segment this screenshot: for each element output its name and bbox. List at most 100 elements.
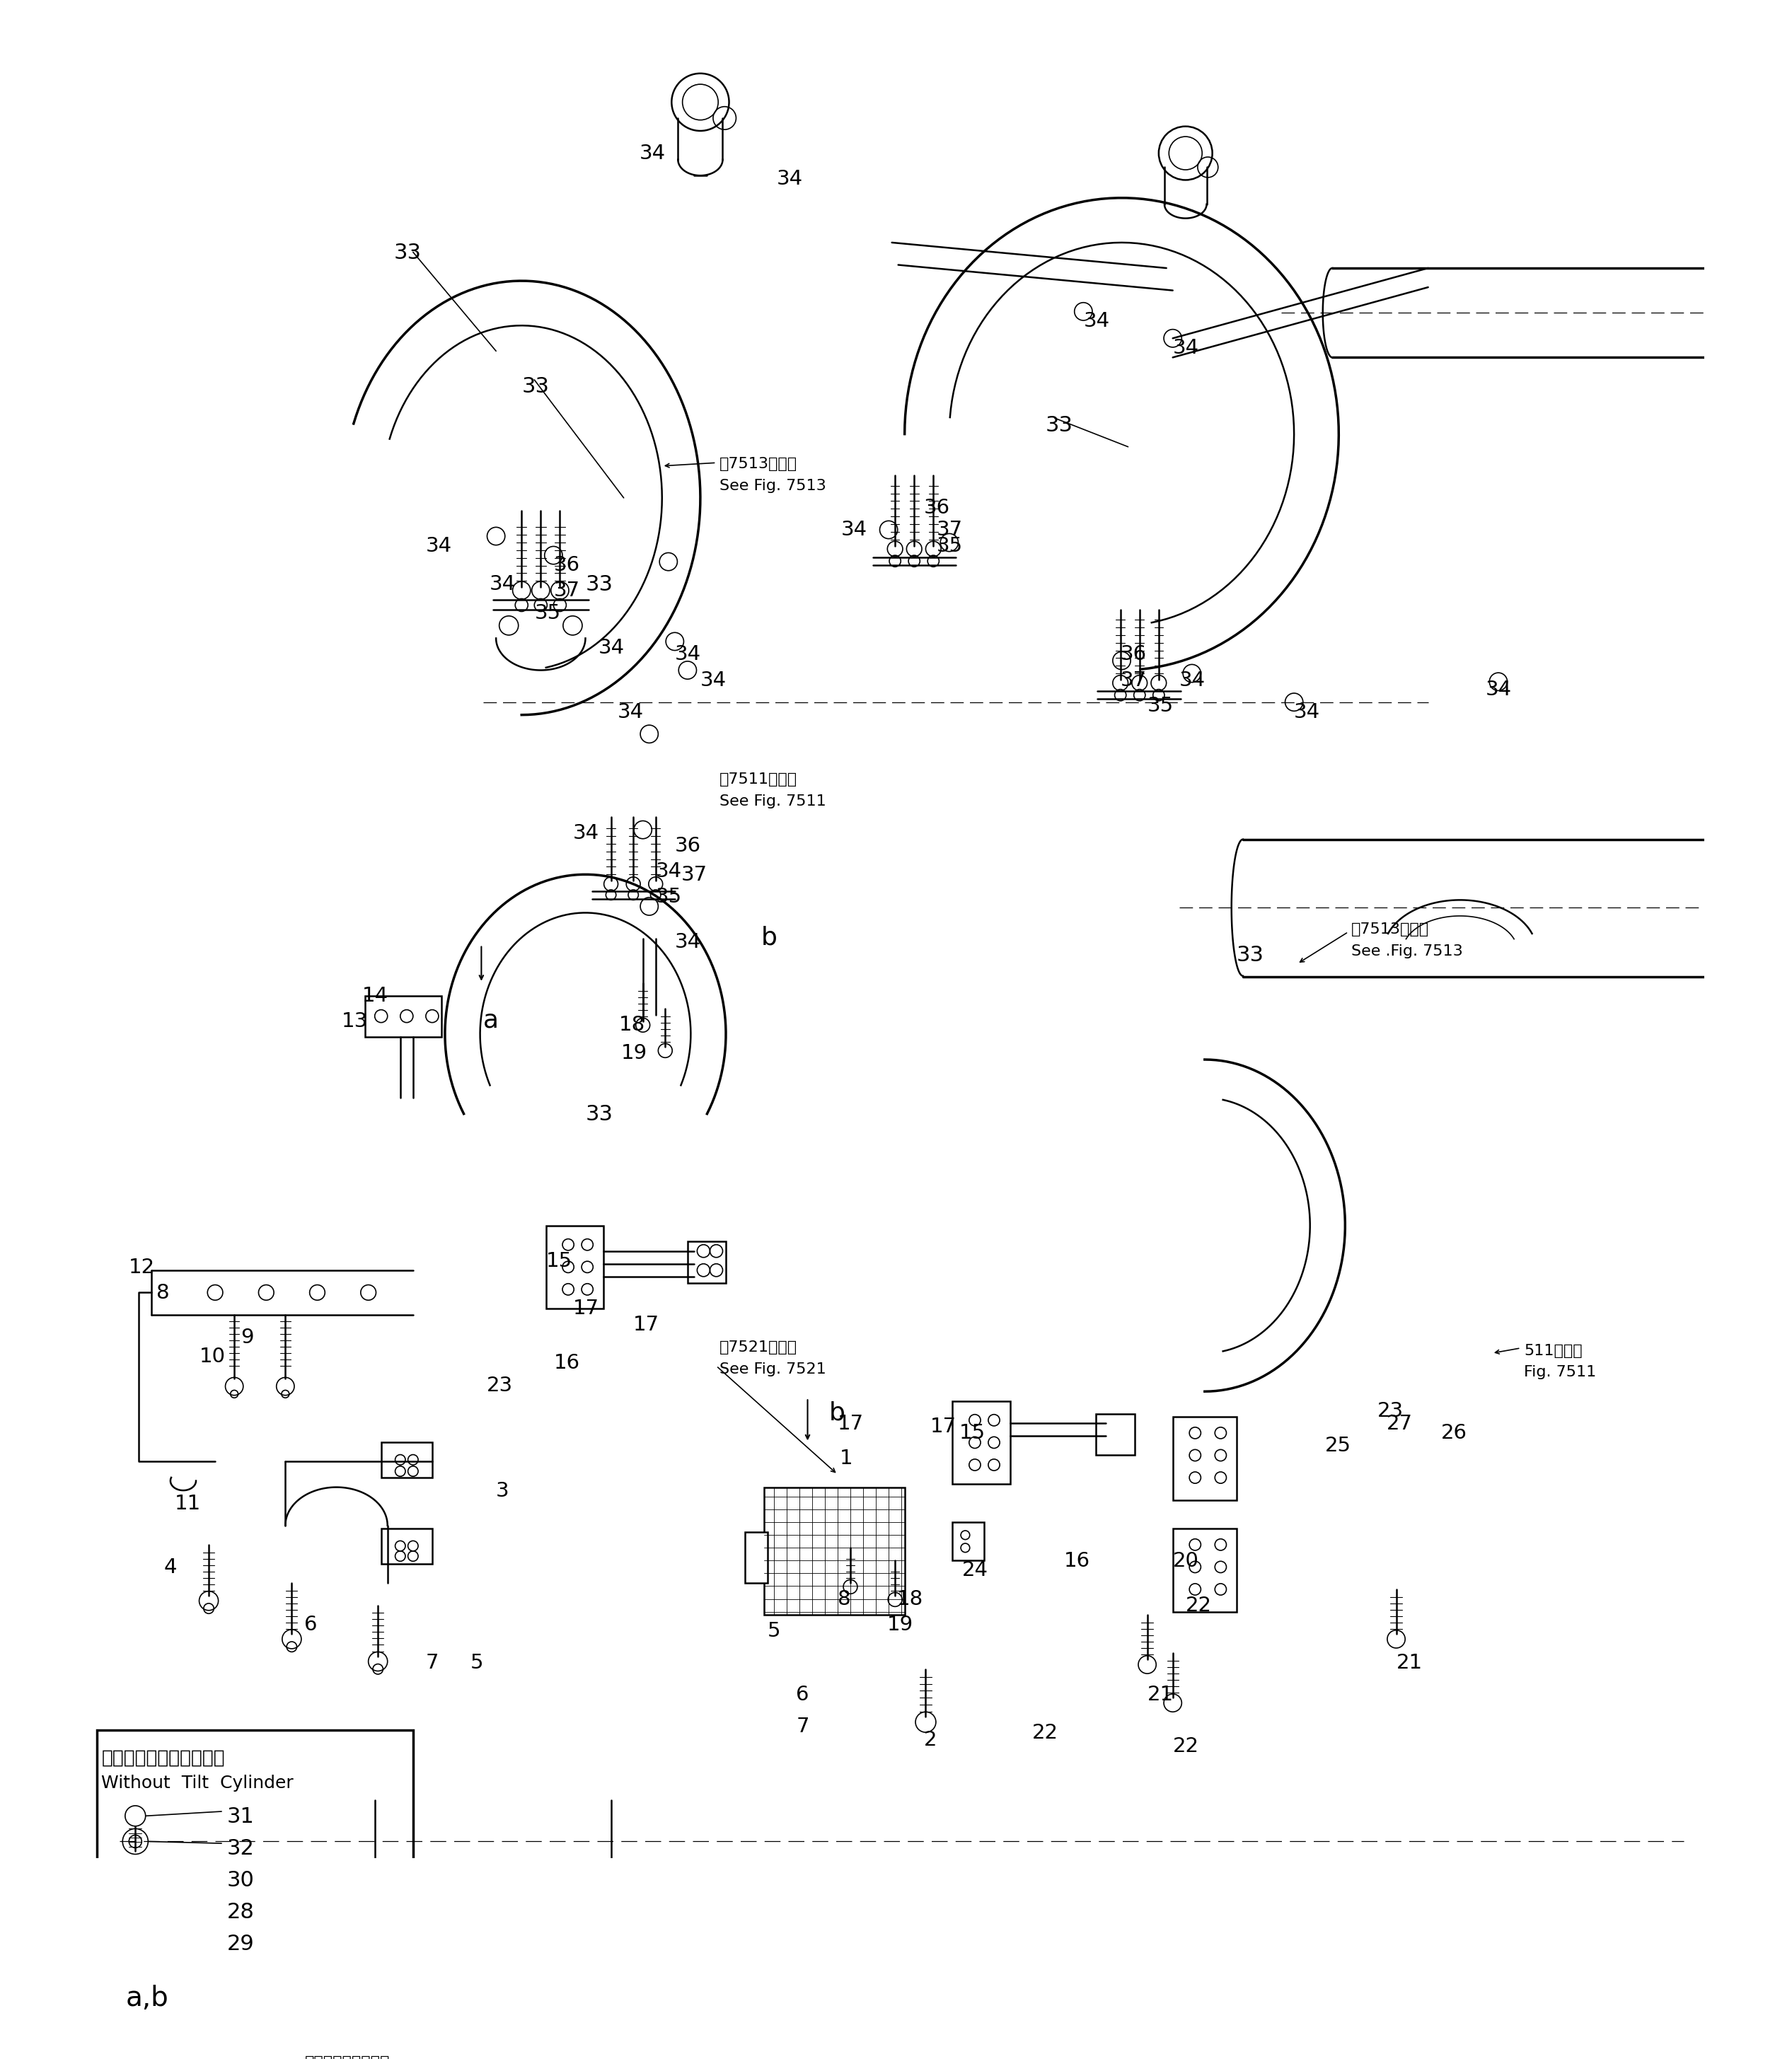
Bar [688,1242,726,1283]
Text: 13: 13 [342,1011,367,1032]
Text: 3: 3 [496,1480,509,1501]
Text: 10: 10 [199,1347,226,1367]
Text: 6: 6 [305,1614,317,1635]
Text: 36: 36 [1120,644,1147,665]
Text: 27: 27 [1387,1415,1412,1433]
Text: 33: 33 [1045,414,1073,434]
Text: 18: 18 [898,1590,923,1610]
Bar [366,997,443,1038]
Text: チルトシリンダ未装着時: チルトシリンダ未装着時 [102,1748,226,1767]
Text: 34: 34 [1486,679,1512,700]
Text: 34: 34 [640,144,667,163]
Text: See Fig. 7521: See Fig. 7521 [719,1363,826,1375]
Text: 11: 11 [174,1493,201,1513]
Text: 34: 34 [616,702,643,723]
Bar [953,1522,984,1561]
Text: 9: 9 [240,1328,254,1347]
Text: 8: 8 [156,1283,170,1303]
Text: 12: 12 [129,1258,156,1277]
Text: a: a [484,1009,498,1032]
Text: 17: 17 [930,1417,957,1437]
Text: 37: 37 [937,521,962,539]
Text: 23: 23 [1376,1400,1403,1421]
Text: 21: 21 [1147,1684,1174,1705]
Text: See Fig. 7513: See Fig. 7513 [719,478,826,492]
Text: 33: 33 [586,574,613,595]
Text: 8: 8 [837,1590,851,1610]
Text: 35: 35 [937,535,962,556]
Text: ステアリングケース: ステアリングケース [305,2055,389,2059]
Text: 34: 34 [778,169,803,189]
Text: 15: 15 [959,1423,986,1443]
Text: 18: 18 [618,1015,645,1036]
Text: 17: 17 [633,1316,659,1334]
Text: 第7513図参照: 第7513図参照 [1351,922,1430,937]
Text: 34: 34 [1294,702,1321,723]
Bar [745,1532,767,1583]
Text: 34: 34 [676,933,701,951]
Text: 37: 37 [1120,669,1147,690]
Text: 36: 36 [554,556,581,574]
Text: 33: 33 [394,243,421,264]
Text: 37: 37 [554,581,581,601]
Text: 511図参照: 511図参照 [1523,1345,1582,1357]
Text: 34: 34 [1179,669,1206,690]
Text: 4: 4 [165,1557,177,1577]
Text: 7: 7 [796,1717,810,1738]
Text: 23: 23 [486,1375,513,1396]
Text: See Fig. 7511: See Fig. 7511 [719,795,826,809]
Text: 34: 34 [1084,311,1109,331]
Text: a,b: a,b [125,1985,168,2012]
Bar [1172,1417,1236,1499]
Text: 17: 17 [573,1299,599,1318]
Text: 22: 22 [1032,1723,1059,1744]
Text: 34: 34 [656,861,683,881]
Text: 第7513図参照: 第7513図参照 [719,457,797,472]
Text: 15: 15 [547,1252,572,1270]
Text: 20: 20 [1172,1550,1199,1571]
Text: 5: 5 [767,1620,781,1641]
Text: 34: 34 [676,644,701,665]
Text: 7: 7 [426,1653,439,1674]
Text: 第7521図参照: 第7521図参照 [719,1340,797,1355]
Text: 34: 34 [1172,338,1199,358]
Text: 34: 34 [489,574,516,595]
Text: b: b [830,1400,846,1425]
Text: 35: 35 [1147,696,1174,717]
Text: 19: 19 [887,1614,912,1635]
Text: 34: 34 [599,638,624,659]
Bar [763,1487,905,1614]
Text: 34: 34 [573,824,599,844]
Text: 21: 21 [1396,1653,1423,1674]
Text: 17: 17 [837,1415,864,1433]
Text: 19: 19 [622,1044,647,1062]
Text: 33: 33 [1236,945,1263,966]
Text: 33: 33 [521,377,548,397]
Text: 32: 32 [226,1839,254,1859]
Text: 2: 2 [923,1730,937,1750]
Bar [97,1730,412,2003]
Text: 37: 37 [681,865,708,885]
Bar [547,1225,604,1307]
Text: 28: 28 [226,1903,254,1923]
Text: 24: 24 [962,1561,987,1581]
Bar [382,1443,432,1478]
Text: 16: 16 [554,1353,581,1373]
Bar [953,1400,1011,1485]
Text: 第7511図参照: 第7511図参照 [719,772,797,787]
Text: 35: 35 [656,887,683,908]
Text: Fig. 7511: Fig. 7511 [1523,1365,1597,1380]
Text: 16: 16 [1064,1550,1091,1571]
Bar [382,1528,432,1563]
Text: 36: 36 [676,836,701,857]
Text: 36: 36 [923,498,950,517]
Text: 35: 35 [534,603,561,624]
Text: 31: 31 [226,1806,254,1826]
Text: 30: 30 [226,1870,254,1890]
Text: 1: 1 [839,1450,853,1468]
Text: 14: 14 [362,986,389,1007]
Text: 22: 22 [1186,1596,1211,1616]
Text: 33: 33 [586,1104,613,1124]
Text: See .Fig. 7513: See .Fig. 7513 [1351,943,1462,957]
Text: 6: 6 [796,1684,810,1705]
